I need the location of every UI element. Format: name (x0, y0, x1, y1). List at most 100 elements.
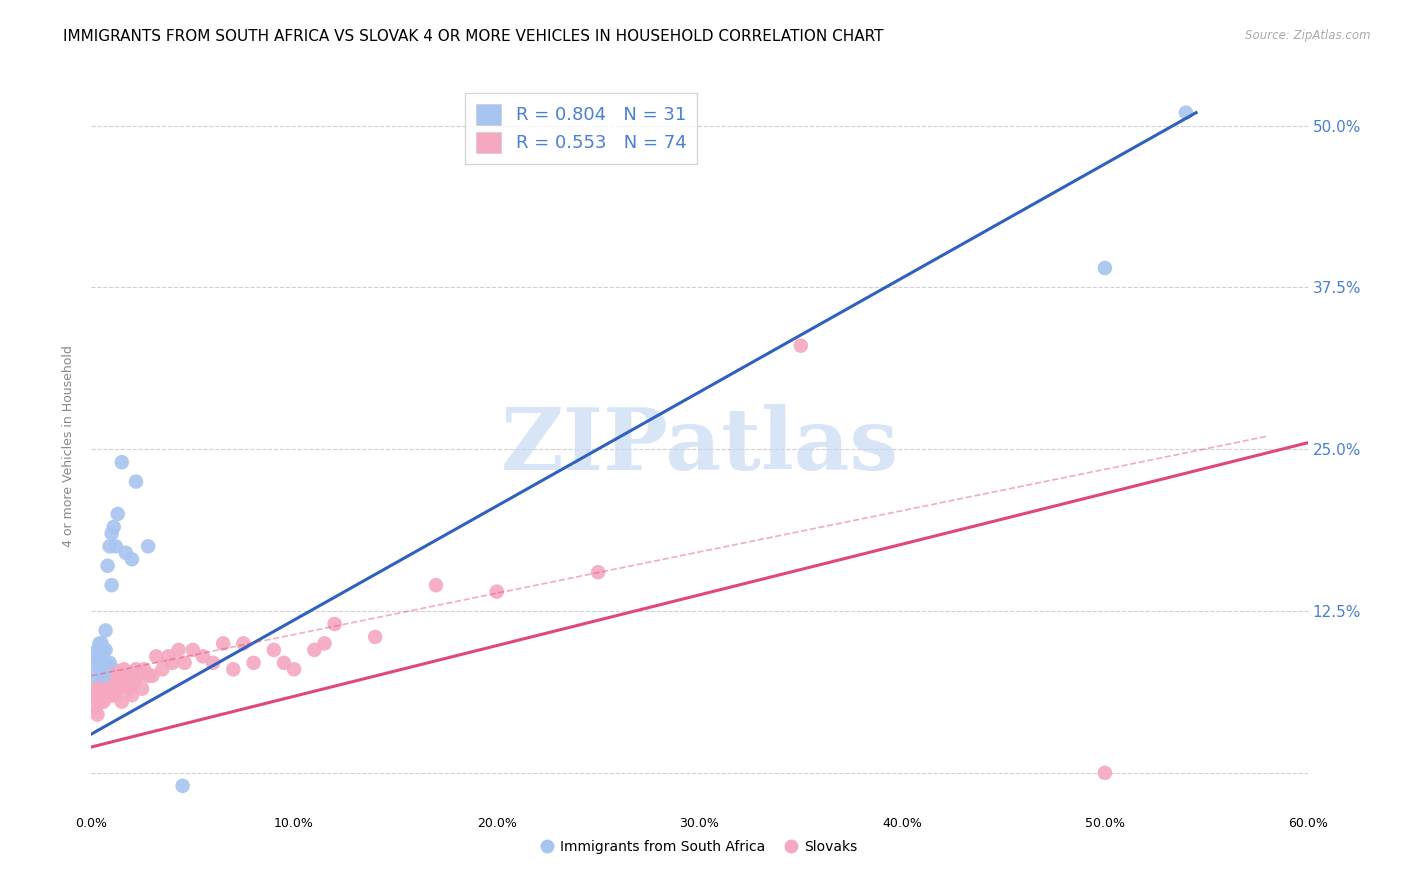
Point (323, 617, 346, 632)
Point (111, 455, 134, 469)
Point (263, 643, 285, 657)
Y-axis label: 4 or more Vehicles in Household: 4 or more Vehicles in Household (62, 345, 76, 547)
Point (425, 578, 447, 592)
Point (150, 662, 173, 676)
Point (212, 636, 235, 650)
Point (84, 656, 107, 670)
Point (98, 669, 121, 683)
Point (103, 681, 125, 696)
Point (93, 695, 115, 709)
Point (98, 656, 121, 670)
Point (89, 636, 111, 650)
Point (108, 681, 131, 696)
Point (82, 669, 104, 683)
Point (117, 669, 139, 683)
Point (100, 578, 122, 592)
Point (98, 539, 121, 553)
Point (107, 507, 129, 521)
Point (98, 681, 121, 696)
Point (107, 669, 129, 683)
Point (191, 649, 214, 664)
Point (112, 662, 135, 676)
Point (104, 675, 127, 690)
Point (167, 643, 190, 657)
Text: IMMIGRANTS FROM SOUTH AFRICA VS SLOVAK 4 OR MORE VEHICLES IN HOUSEHOLD CORRELATI: IMMIGRANTS FROM SOUTH AFRICA VS SLOVAK 4… (63, 29, 884, 44)
Point (314, 636, 336, 650)
Point (121, 552, 143, 566)
Point (242, 656, 264, 670)
Text: Source: ZipAtlas.com: Source: ZipAtlas.com (1246, 29, 1371, 42)
Point (103, 520, 125, 534)
Point (304, 643, 326, 657)
Point (132, 662, 155, 676)
Point (121, 688, 143, 702)
Point (118, 681, 141, 696)
Point (136, 669, 159, 683)
Point (82, 688, 104, 702)
Point (94, 624, 117, 638)
Point (103, 688, 125, 702)
Point (100, 669, 122, 683)
Point (131, 681, 153, 696)
Point (89, 688, 111, 702)
Point (111, 669, 134, 683)
Point (94, 688, 117, 702)
Point (100, 681, 122, 696)
Point (90, 675, 112, 690)
Point (107, 681, 129, 696)
Point (86, 707, 108, 722)
Point (86, 649, 108, 664)
Point (1175, 105, 1198, 120)
Point (93, 643, 115, 657)
Point (173, 656, 195, 670)
Point (125, 662, 148, 676)
Point (790, 339, 813, 353)
Point (122, 675, 145, 690)
Point (222, 662, 245, 676)
Point (108, 675, 131, 690)
Point (89, 643, 111, 657)
Point (157, 649, 180, 664)
Point (90, 662, 112, 676)
Point (90, 681, 112, 696)
Point (283, 662, 305, 676)
Point (145, 649, 167, 664)
Point (94, 643, 117, 657)
Point (94, 656, 117, 670)
Point (97, 688, 120, 702)
Point (364, 630, 387, 644)
Point (1094, 765, 1116, 780)
Point (86, 643, 108, 657)
Legend: Immigrants from South Africa, Slovaks: Immigrants from South Africa, Slovaks (536, 835, 863, 860)
Point (172, 779, 194, 793)
Point (90, 695, 112, 709)
Point (485, 584, 508, 599)
Text: ZIPatlas: ZIPatlas (501, 404, 898, 488)
Point (97, 669, 120, 683)
Point (89, 695, 111, 709)
Point (125, 475, 148, 489)
Point (93, 669, 115, 683)
Point (90, 636, 112, 650)
Point (90, 649, 112, 664)
Point (94, 681, 117, 696)
Point (586, 566, 609, 580)
Point (1094, 260, 1116, 275)
Point (202, 656, 225, 670)
Point (84, 701, 107, 715)
Point (97, 558, 120, 573)
Point (104, 539, 127, 553)
Point (94, 675, 117, 690)
Point (136, 539, 159, 553)
Point (181, 643, 204, 657)
Point (89, 656, 111, 670)
Point (115, 675, 138, 690)
Point (115, 546, 138, 560)
Point (100, 526, 122, 541)
Point (93, 675, 115, 690)
Point (162, 656, 184, 670)
Point (111, 695, 134, 709)
Point (232, 636, 254, 650)
Point (97, 681, 120, 696)
Point (93, 681, 115, 696)
